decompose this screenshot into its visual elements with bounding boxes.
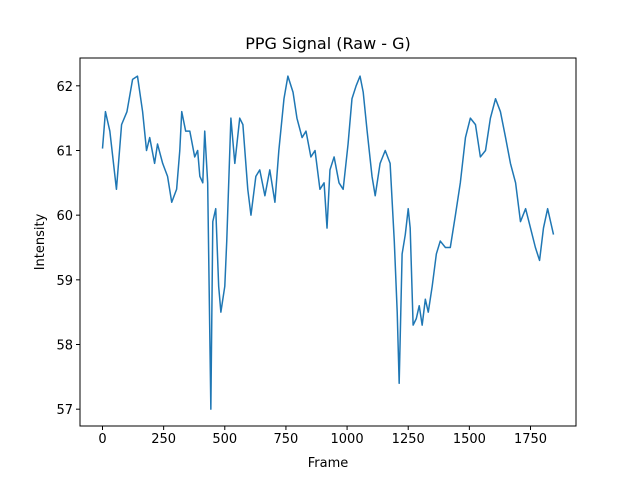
x-tick-label: 1250	[392, 432, 425, 447]
x-tick-label: 1500	[453, 432, 486, 447]
plot-frame	[79, 57, 577, 427]
x-tick-label: 250	[151, 432, 176, 447]
x-tick-label: 750	[274, 432, 299, 447]
y-tick-label: 61	[56, 144, 73, 159]
y-tick-label: 58	[56, 339, 73, 354]
x-tick-label: 1000	[331, 432, 364, 447]
y-tick-label: 62	[56, 80, 73, 95]
y-tick-label: 60	[56, 209, 73, 224]
x-axis-label: Frame	[308, 456, 349, 471]
signal-line	[101, 75, 555, 410]
x-tick-label: 0	[98, 432, 106, 447]
y-tick-label: 59	[56, 274, 73, 289]
chart-title: PPG Signal (Raw - G)	[245, 34, 411, 53]
y-tick-label: 57	[56, 403, 73, 418]
y-axis-label: Intensity	[33, 213, 48, 270]
x-tick-label: 500	[212, 432, 237, 447]
x-tick-label: 1750	[514, 432, 547, 447]
